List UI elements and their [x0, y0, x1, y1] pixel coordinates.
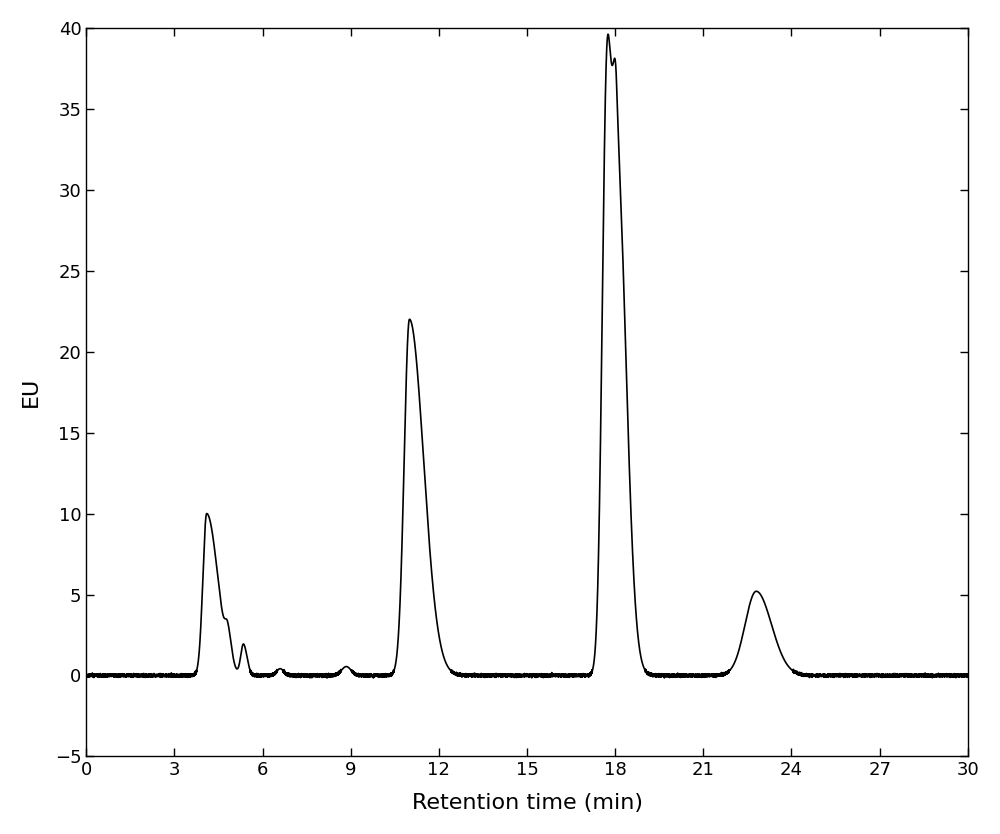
Y-axis label: EU: EU — [21, 377, 41, 407]
X-axis label: Retention time (min): Retention time (min) — [412, 793, 642, 813]
